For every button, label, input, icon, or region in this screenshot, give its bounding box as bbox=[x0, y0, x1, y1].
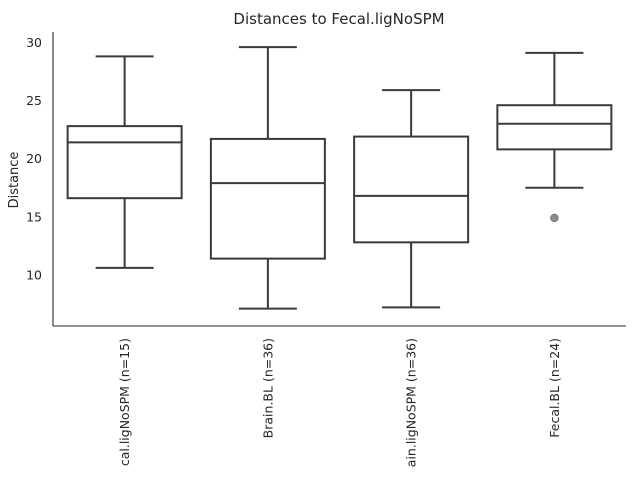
box-4 bbox=[496, 51, 613, 223]
iqr-box bbox=[496, 104, 613, 151]
x-ticks: cal.ligNoSPM (n=15) Brain.BL (n=36) ain.li… bbox=[117, 338, 562, 467]
y-tick-label: 20 bbox=[26, 151, 42, 166]
y-ticks: 10 15 20 25 30 bbox=[26, 35, 42, 282]
x-tick-label: cal.ligNoSPM (n=15) bbox=[117, 338, 132, 466]
boxes-group bbox=[66, 46, 613, 310]
box-3 bbox=[353, 89, 470, 309]
iqr-box bbox=[66, 125, 183, 200]
box-1 bbox=[66, 55, 183, 269]
y-tick-label: 25 bbox=[26, 93, 42, 108]
x-tick-label: ain.ligNoSPM (n=36) bbox=[404, 338, 419, 467]
box-2 bbox=[209, 46, 326, 310]
y-tick-label: 10 bbox=[26, 267, 42, 282]
y-tick-label: 30 bbox=[26, 35, 42, 50]
y-axis-label: Distance bbox=[7, 152, 22, 209]
x-tick-label: Fecal.BL (n=24) bbox=[547, 338, 562, 438]
iqr-box bbox=[209, 137, 326, 260]
outlier-point bbox=[550, 213, 559, 223]
chart-title: Distances to Fecal.ligNoSPM bbox=[233, 10, 444, 28]
x-tick-label: Brain.BL (n=36) bbox=[260, 338, 275, 438]
iqr-box bbox=[353, 135, 470, 244]
y-tick-label: 15 bbox=[26, 209, 42, 224]
